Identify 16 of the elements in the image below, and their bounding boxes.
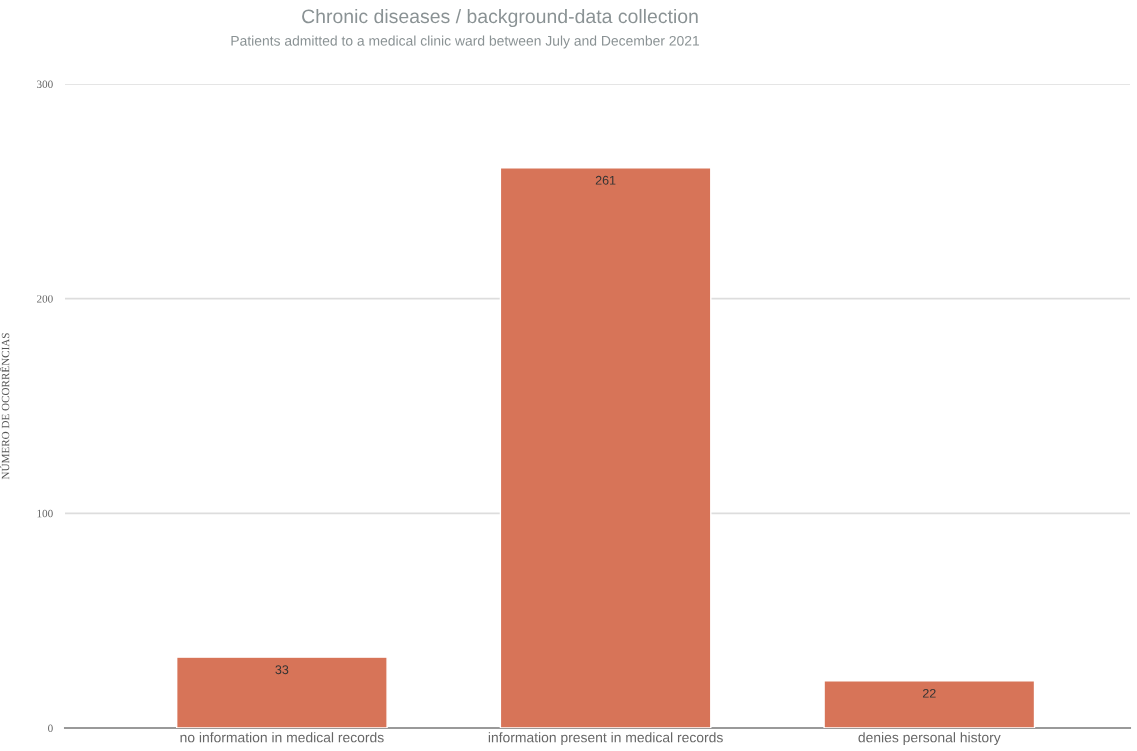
x-tick-label: information present in medical records [488,732,723,746]
bar [175,656,388,728]
bar [823,680,1036,728]
x-tick-label: denies personal history [858,732,1001,746]
data-label: 33 [275,665,289,675]
y-axis-title: NÚMERO DE OCORRÊNCIAS [0,333,10,480]
chart-title: Chronic diseases / background-data collection [302,8,698,28]
y-tick-label: 200 [37,295,53,303]
data-label: 22 [922,688,936,698]
data-label: 261 [595,175,616,185]
y-tick-label: 100 [37,509,53,518]
y-tick-label: 300 [37,80,53,88]
chart-subtitle: Patients admitted to a medical clinic ward between July and December 2021 [231,35,700,49]
y-tick-label: 0 [48,724,53,732]
bar [499,167,712,728]
x-tick-label: no information in medical records [180,732,384,743]
